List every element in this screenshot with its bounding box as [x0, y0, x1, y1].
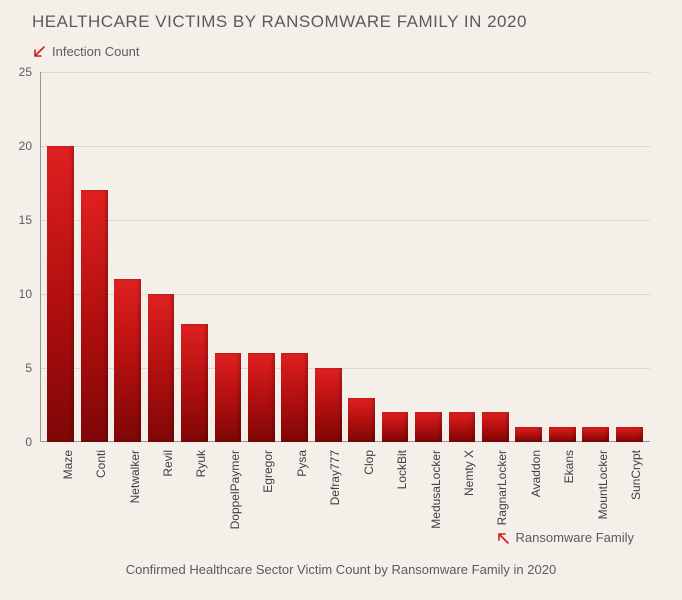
x-label-slot: MountLocker	[579, 446, 612, 526]
x-label-slot: Maze	[44, 446, 77, 526]
y-tick-label: 20	[19, 139, 32, 153]
bar	[248, 353, 275, 442]
y-tick-label: 10	[19, 287, 32, 301]
bar-slot	[612, 72, 645, 442]
x-tick-label: LockBit	[395, 450, 409, 489]
x-tick-label: Egregor	[261, 450, 275, 493]
bar	[415, 412, 442, 442]
x-tick-label: Clop	[362, 450, 376, 475]
bar	[315, 368, 342, 442]
bar-slot	[546, 72, 579, 442]
x-label-slot: DoppelPaymer	[211, 446, 244, 526]
x-label-slot: Defray777	[312, 446, 345, 526]
bar-slot	[245, 72, 278, 442]
arrow-up-left-icon	[496, 531, 510, 545]
bar	[148, 294, 175, 442]
bar	[114, 279, 141, 442]
y-tick-label: 15	[19, 213, 32, 227]
x-tick-label: Revil	[161, 450, 175, 477]
x-label-slot: RagnarLocker	[479, 446, 512, 526]
y-tick-label: 25	[19, 65, 32, 79]
plot-area: 0510152025	[40, 72, 650, 442]
y-axis-legend: Infection Count	[32, 44, 139, 59]
bar	[181, 324, 208, 442]
bar	[215, 353, 242, 442]
x-axis-legend-label: Ransomware Family	[516, 530, 634, 545]
bar-slot	[44, 72, 77, 442]
x-axis-legend: Ransomware Family	[496, 530, 634, 545]
x-label-slot: Revil	[144, 446, 177, 526]
y-tick-label: 0	[25, 435, 32, 449]
bar-slot	[579, 72, 612, 442]
x-tick-label: RagnarLocker	[495, 450, 509, 525]
x-tick-label: DoppelPaymer	[228, 450, 242, 529]
x-label-slot: LockBit	[378, 446, 411, 526]
x-tick-label: Conti	[94, 450, 108, 478]
arrow-down-left-icon	[32, 45, 46, 59]
bar	[81, 190, 108, 442]
x-tick-label: Avaddon	[529, 450, 543, 497]
y-tick-label: 5	[25, 361, 32, 375]
x-tick-label: Ryuk	[194, 450, 208, 477]
x-label-slot: Ryuk	[178, 446, 211, 526]
x-tick-label: Ekans	[562, 450, 576, 483]
bar	[582, 427, 609, 442]
bar-slot	[278, 72, 311, 442]
bar	[449, 412, 476, 442]
x-label-slot: MedusaLocker	[412, 446, 445, 526]
bar	[47, 146, 74, 442]
bar	[482, 412, 509, 442]
x-label-slot: Nemty X	[445, 446, 478, 526]
x-label-slot: Pysa	[278, 446, 311, 526]
bar	[515, 427, 542, 442]
x-label-slot: Avaddon	[512, 446, 545, 526]
bar-slot	[211, 72, 244, 442]
bar	[616, 427, 643, 442]
bar-slot	[312, 72, 345, 442]
bar	[348, 398, 375, 442]
bar-slot	[378, 72, 411, 442]
x-tick-label: Pysa	[295, 450, 309, 477]
x-label-slot: Netwalker	[111, 446, 144, 526]
bar-slot	[111, 72, 144, 442]
bar	[382, 412, 409, 442]
bar-slot	[412, 72, 445, 442]
x-label-slot: Conti	[77, 446, 110, 526]
x-tick-label: Nemty X	[462, 450, 476, 496]
bar-slot	[479, 72, 512, 442]
x-label-slot: SunCrypt	[612, 446, 645, 526]
x-label-slot: Clop	[345, 446, 378, 526]
bar-slot	[77, 72, 110, 442]
bar-slot	[512, 72, 545, 442]
bar-slot	[144, 72, 177, 442]
x-tick-label: Maze	[61, 450, 75, 479]
x-axis-labels: Maze Conti Netwalker Revil Ryuk DoppelPaymer E…	[40, 446, 650, 526]
y-axis-legend-label: Infection Count	[52, 44, 139, 59]
bar	[281, 353, 308, 442]
x-label-slot: Egregor	[245, 446, 278, 526]
chart-title: HEALTHCARE VICTIMS BY RANSOMWARE FAMILY …	[32, 12, 527, 32]
x-tick-label: Netwalker	[128, 450, 142, 503]
bar-slot	[345, 72, 378, 442]
x-tick-label: Defray777	[328, 450, 342, 505]
bars-container	[40, 72, 650, 442]
x-label-slot: Ekans	[546, 446, 579, 526]
bar	[549, 427, 576, 442]
x-tick-label: SunCrypt	[629, 450, 643, 500]
x-tick-label: MedusaLocker	[429, 450, 443, 529]
x-tick-label: MountLocker	[596, 450, 610, 519]
bar-slot	[445, 72, 478, 442]
bar-slot	[178, 72, 211, 442]
chart-caption: Confirmed Healthcare Sector Victim Count…	[0, 562, 682, 577]
